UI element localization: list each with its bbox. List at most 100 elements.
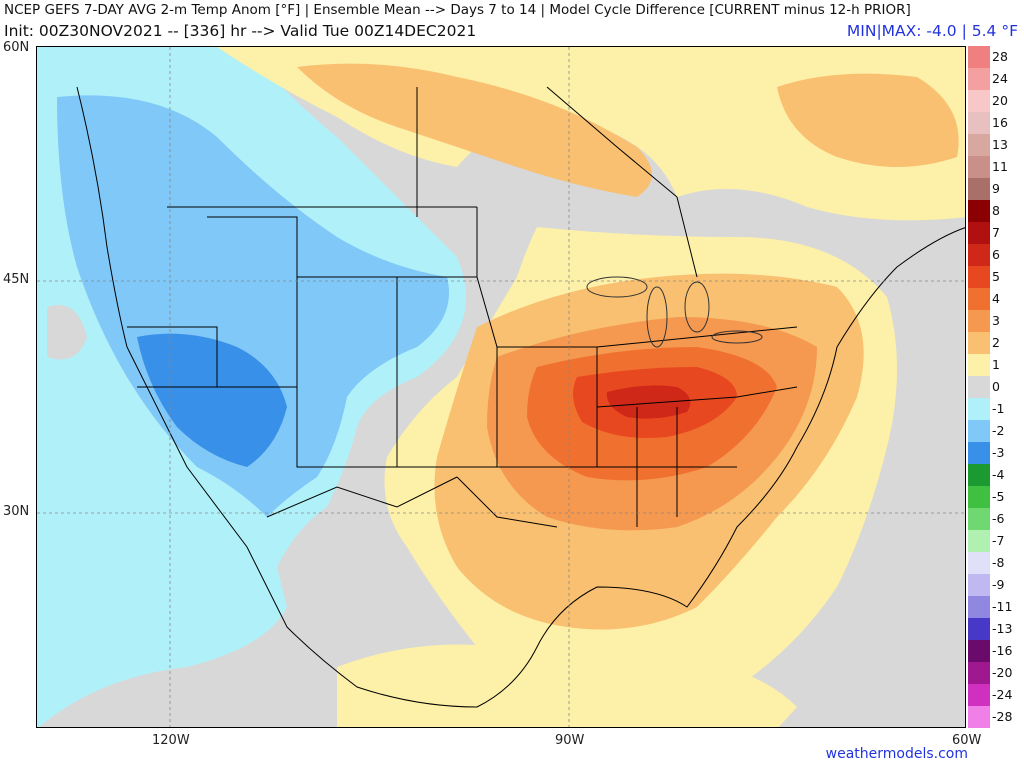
lon-label-120w: 120W <box>152 733 190 748</box>
legend-swatch <box>968 552 990 574</box>
legend-swatch <box>968 508 990 530</box>
init-valid-line: Init: 00Z30NOV2021 -- [336] hr --> Valid… <box>4 22 477 40</box>
legend-entry: -20 <box>968 662 1024 684</box>
legend-swatch <box>968 90 990 112</box>
lat-label-60n: 60N <box>3 40 30 55</box>
legend-swatch <box>968 530 990 552</box>
legend-swatch <box>968 266 990 288</box>
min-max-readout: MIN|MAX: -4.0 | 5.4 °F <box>846 22 1018 40</box>
legend-entry: 7 <box>968 222 1024 244</box>
legend-label: -28 <box>992 709 1013 724</box>
legend-swatch <box>968 640 990 662</box>
legend-label: 3 <box>992 313 1000 328</box>
legend-swatch <box>968 464 990 486</box>
legend-label: 24 <box>992 71 1008 86</box>
legend-label: -13 <box>992 621 1013 636</box>
legend-swatch <box>968 244 990 266</box>
legend-entry: 6 <box>968 244 1024 266</box>
legend-swatch <box>968 662 990 684</box>
lon-label-60w: 60W <box>952 733 982 748</box>
legend-label: -20 <box>992 665 1013 680</box>
legend-label: 16 <box>992 115 1008 130</box>
legend-swatch <box>968 178 990 200</box>
legend-entry: 28 <box>968 46 1024 68</box>
legend-swatch <box>968 134 990 156</box>
map-canvas <box>37 47 965 727</box>
color-scale-legend: 28 24 20 16 13 11 9 8 7 6 5 4 3 2 1 0 -1 -2 -3 -4 -5 -6 -7 -8 -9… <box>968 46 1024 728</box>
legend-label: -6 <box>992 511 1005 526</box>
legend-entry: -11 <box>968 596 1024 618</box>
legend-entry: 0 <box>968 376 1024 398</box>
legend-label: 0 <box>992 379 1000 394</box>
legend-label: -16 <box>992 643 1013 658</box>
legend-label: -2 <box>992 423 1005 438</box>
legend-label: -5 <box>992 489 1005 504</box>
legend-entry: 3 <box>968 310 1024 332</box>
legend-swatch <box>968 310 990 332</box>
legend-entry: -1 <box>968 398 1024 420</box>
legend-label: -8 <box>992 555 1005 570</box>
legend-entry: -2 <box>968 420 1024 442</box>
map-title: NCEP GEFS 7-DAY AVG 2-m Temp Anom [°F] |… <box>4 2 911 18</box>
legend-entry: -9 <box>968 574 1024 596</box>
legend-label: -4 <box>992 467 1005 482</box>
legend-swatch <box>968 684 990 706</box>
legend-swatch <box>968 156 990 178</box>
legend-swatch <box>968 442 990 464</box>
legend-entry: -7 <box>968 530 1024 552</box>
legend-swatch <box>968 376 990 398</box>
legend-label: 4 <box>992 291 1000 306</box>
legend-label: 6 <box>992 247 1000 262</box>
legend-label: -1 <box>992 401 1005 416</box>
legend-entry: 9 <box>968 178 1024 200</box>
legend-entry: -16 <box>968 640 1024 662</box>
temperature-anomaly-map[interactable] <box>36 46 966 728</box>
legend-swatch <box>968 332 990 354</box>
legend-entry: 1 <box>968 354 1024 376</box>
legend-entry: 13 <box>968 134 1024 156</box>
legend-entry: -24 <box>968 684 1024 706</box>
legend-swatch <box>968 420 990 442</box>
legend-entry: 16 <box>968 112 1024 134</box>
legend-label: 13 <box>992 137 1008 152</box>
legend-label: -3 <box>992 445 1005 460</box>
legend-entry: 4 <box>968 288 1024 310</box>
legend-entry: -6 <box>968 508 1024 530</box>
legend-label: 5 <box>992 269 1000 284</box>
legend-swatch <box>968 354 990 376</box>
legend-entry: -8 <box>968 552 1024 574</box>
legend-swatch <box>968 618 990 640</box>
legend-label: 28 <box>992 49 1008 64</box>
legend-swatch <box>968 398 990 420</box>
legend-label: 2 <box>992 335 1000 350</box>
legend-entry: -5 <box>968 486 1024 508</box>
legend-label: -24 <box>992 687 1013 702</box>
legend-entry: 5 <box>968 266 1024 288</box>
legend-swatch <box>968 706 990 728</box>
legend-label: 8 <box>992 203 1000 218</box>
legend-entry: -3 <box>968 442 1024 464</box>
legend-entry: 20 <box>968 90 1024 112</box>
legend-swatch <box>968 68 990 90</box>
lat-label-30n: 30N <box>3 504 30 519</box>
legend-label: 7 <box>992 225 1000 240</box>
legend-label: 1 <box>992 357 1000 372</box>
legend-swatch <box>968 288 990 310</box>
legend-label: 11 <box>992 159 1008 174</box>
legend-entry: 11 <box>968 156 1024 178</box>
legend-label: 20 <box>992 93 1008 108</box>
legend-swatch <box>968 112 990 134</box>
credit-watermark[interactable]: weathermodels.com <box>825 746 968 762</box>
legend-swatch <box>968 596 990 618</box>
legend-swatch <box>968 574 990 596</box>
legend-swatch <box>968 46 990 68</box>
legend-label: -7 <box>992 533 1005 548</box>
lat-label-45n: 45N <box>3 272 30 287</box>
legend-entry: 8 <box>968 200 1024 222</box>
legend-entry: 24 <box>968 68 1024 90</box>
legend-label: 9 <box>992 181 1000 196</box>
legend-label: -11 <box>992 599 1013 614</box>
legend-swatch <box>968 486 990 508</box>
legend-entry: -4 <box>968 464 1024 486</box>
lon-label-90w: 90W <box>555 733 585 748</box>
